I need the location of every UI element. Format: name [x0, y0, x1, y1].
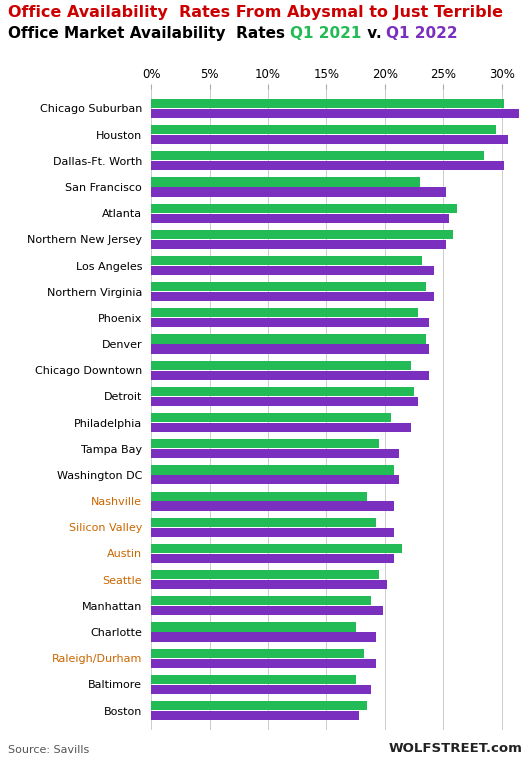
Bar: [151, 449, 399, 458]
Bar: [151, 361, 411, 370]
Bar: [151, 213, 449, 222]
Bar: [151, 701, 367, 710]
Bar: [151, 266, 434, 275]
Bar: [151, 570, 379, 579]
Bar: [151, 240, 446, 249]
Bar: [151, 413, 391, 422]
Bar: [151, 282, 426, 291]
Bar: [151, 99, 504, 108]
Bar: [151, 502, 394, 511]
Bar: [151, 544, 402, 553]
Bar: [151, 256, 422, 265]
Bar: [151, 492, 367, 501]
Bar: [151, 597, 371, 606]
Bar: [151, 335, 426, 344]
Bar: [151, 554, 394, 563]
Bar: [151, 161, 504, 170]
Bar: [151, 187, 446, 197]
Bar: [151, 397, 418, 406]
Bar: [151, 308, 418, 317]
Bar: [151, 606, 383, 616]
Bar: [151, 178, 420, 187]
Text: Q1 2022: Q1 2022: [386, 26, 458, 41]
Bar: [151, 135, 508, 144]
Bar: [151, 580, 387, 589]
Bar: [151, 659, 376, 668]
Bar: [151, 387, 414, 396]
Bar: [151, 675, 356, 684]
Bar: [151, 151, 484, 160]
Bar: [151, 125, 496, 134]
Bar: [151, 518, 376, 527]
Bar: [151, 465, 394, 474]
Bar: [151, 318, 429, 327]
Bar: [151, 685, 371, 694]
Bar: [151, 649, 364, 658]
Text: Office Market Availability  Rates: Office Market Availability Rates: [8, 26, 290, 41]
Bar: [151, 230, 453, 239]
Bar: [151, 632, 376, 641]
Bar: [151, 203, 457, 213]
Bar: [151, 475, 399, 484]
Text: Source: Savills: Source: Savills: [8, 745, 89, 755]
Text: Q1 2021: Q1 2021: [290, 26, 361, 41]
Bar: [151, 622, 356, 631]
Bar: [151, 292, 434, 301]
Bar: [151, 109, 523, 118]
Bar: [151, 439, 379, 449]
Bar: [151, 528, 394, 537]
Text: v.: v.: [361, 26, 386, 41]
Bar: [151, 370, 429, 380]
Text: WOLFSTREET.com: WOLFSTREET.com: [388, 742, 522, 755]
Bar: [151, 711, 359, 720]
Text: Office Availability  Rates From Abysmal to Just Terrible: Office Availability Rates From Abysmal t…: [8, 5, 503, 20]
Bar: [151, 345, 429, 354]
Bar: [151, 423, 411, 432]
